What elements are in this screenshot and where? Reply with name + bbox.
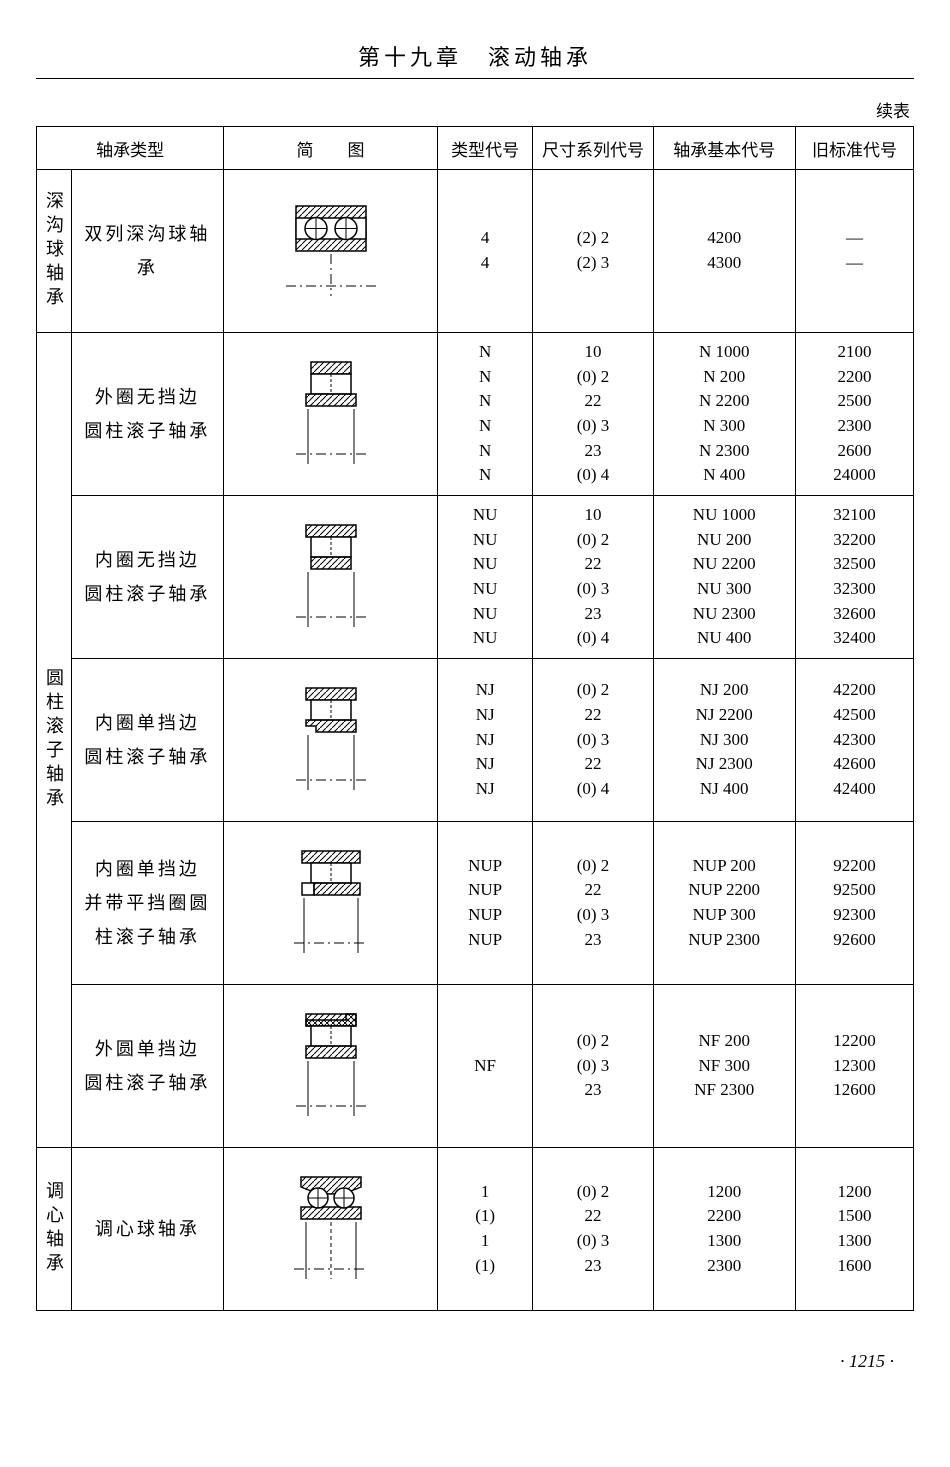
bearing-diagram	[224, 822, 438, 985]
table-header-row: 轴承类型 简 图 类型代号 尺寸系列代号 轴承基本代号 旧标准代号	[37, 127, 914, 170]
size-codes: (0) 222(0) 323	[533, 1148, 653, 1311]
table-row: 内圈单挡边圆柱滚子轴承 NJNJNJNJNJ (0) 222(0) 322(0)…	[37, 659, 914, 822]
bearing-name: 内圈单挡边并带平挡圈圆柱滚子轴承	[71, 822, 224, 985]
old-codes: 1200150013001600	[795, 1148, 913, 1311]
old-codes: ——	[795, 170, 913, 333]
size-codes: (0) 222(0) 323	[533, 822, 653, 985]
size-codes: (0) 2(0) 323	[533, 985, 653, 1148]
table-row: 深沟球轴承 双列深沟球轴承 44 (2) 2(2) 3 42004300 ——	[37, 170, 914, 333]
base-codes: 1200220013002300	[653, 1148, 795, 1311]
header-type-code: 类型代号	[437, 127, 533, 170]
bearing-table: 轴承类型 简 图 类型代号 尺寸系列代号 轴承基本代号 旧标准代号 深沟球轴承 …	[36, 126, 914, 1311]
bearing-name: 内圈单挡边圆柱滚子轴承	[71, 659, 224, 822]
table-row: 外圆单挡边圆柱滚子轴承 NF (0) 2(0) 323 NF 200NF 300…	[37, 985, 914, 1148]
chapter-title: 第十九章 滚动轴承	[36, 40, 914, 72]
table-row: 圆柱滚子轴承 外圈无挡边圆柱滚子轴承 NNNNNN 10(0) 222(0) 3…	[37, 333, 914, 496]
size-codes: 10(0) 222(0) 323(0) 4	[533, 333, 653, 496]
type-codes: NUNUNUNUNUNU	[437, 496, 533, 659]
continued-label: 续表	[36, 97, 910, 122]
category-cylindrical: 圆柱滚子轴承	[37, 333, 72, 1148]
bearing-name: 双列深沟球轴承	[71, 170, 224, 333]
bearing-diagram	[224, 659, 438, 822]
old-codes: 92200925009230092600	[795, 822, 913, 985]
table-row: 内圈单挡边并带平挡圈圆柱滚子轴承 NUPNUPNUPNUP (0) 222(0)…	[37, 822, 914, 985]
old-codes: 2100220025002300260024000	[795, 333, 913, 496]
base-codes: NU 1000NU 200NU 2200NU 300NU 2300NU 400	[653, 496, 795, 659]
title-underline	[36, 78, 914, 79]
bearing-name: 内圈无挡边圆柱滚子轴承	[71, 496, 224, 659]
bearing-name: 外圈无挡边圆柱滚子轴承	[71, 333, 224, 496]
header-old-code: 旧标准代号	[795, 127, 913, 170]
base-codes: 42004300	[653, 170, 795, 333]
old-codes: 122001230012600	[795, 985, 913, 1148]
bearing-diagram	[224, 1148, 438, 1311]
base-codes: NF 200NF 300NF 2300	[653, 985, 795, 1148]
bearing-diagram	[224, 170, 438, 333]
page-number: · 1215 ·	[36, 1351, 894, 1372]
size-codes: (0) 222(0) 322(0) 4	[533, 659, 653, 822]
type-codes: NJNJNJNJNJ	[437, 659, 533, 822]
bearing-diagram	[224, 985, 438, 1148]
bearing-diagram	[224, 496, 438, 659]
header-diagram: 简 图	[224, 127, 438, 170]
base-codes: N 1000N 200N 2200N 300N 2300N 400	[653, 333, 795, 496]
bearing-diagram	[224, 333, 438, 496]
category-self-align: 调心轴承	[37, 1148, 72, 1311]
size-codes: (2) 2(2) 3	[533, 170, 653, 333]
header-base-code: 轴承基本代号	[653, 127, 795, 170]
old-codes: 4220042500423004260042400	[795, 659, 913, 822]
category-deep-groove: 深沟球轴承	[37, 170, 72, 333]
bearing-name: 调心球轴承	[71, 1148, 224, 1311]
type-codes: NNNNNN	[437, 333, 533, 496]
type-codes: NF	[437, 985, 533, 1148]
table-row: 调心轴承 调心球轴承 1(1)1(1) (0) 222(0) 323 12002…	[37, 1148, 914, 1311]
bearing-name: 外圆单挡边圆柱滚子轴承	[71, 985, 224, 1148]
header-size-series: 尺寸系列代号	[533, 127, 653, 170]
base-codes: NUP 200NUP 2200NUP 300NUP 2300	[653, 822, 795, 985]
old-codes: 321003220032500323003260032400	[795, 496, 913, 659]
table-row: 内圈无挡边圆柱滚子轴承 NUNUNUNUNUNU 10(0) 222(0) 32…	[37, 496, 914, 659]
header-bearing-type: 轴承类型	[37, 127, 224, 170]
type-codes: 1(1)1(1)	[437, 1148, 533, 1311]
size-codes: 10(0) 222(0) 323(0) 4	[533, 496, 653, 659]
type-codes: NUPNUPNUPNUP	[437, 822, 533, 985]
type-codes: 44	[437, 170, 533, 333]
base-codes: NJ 200NJ 2200NJ 300NJ 2300NJ 400	[653, 659, 795, 822]
